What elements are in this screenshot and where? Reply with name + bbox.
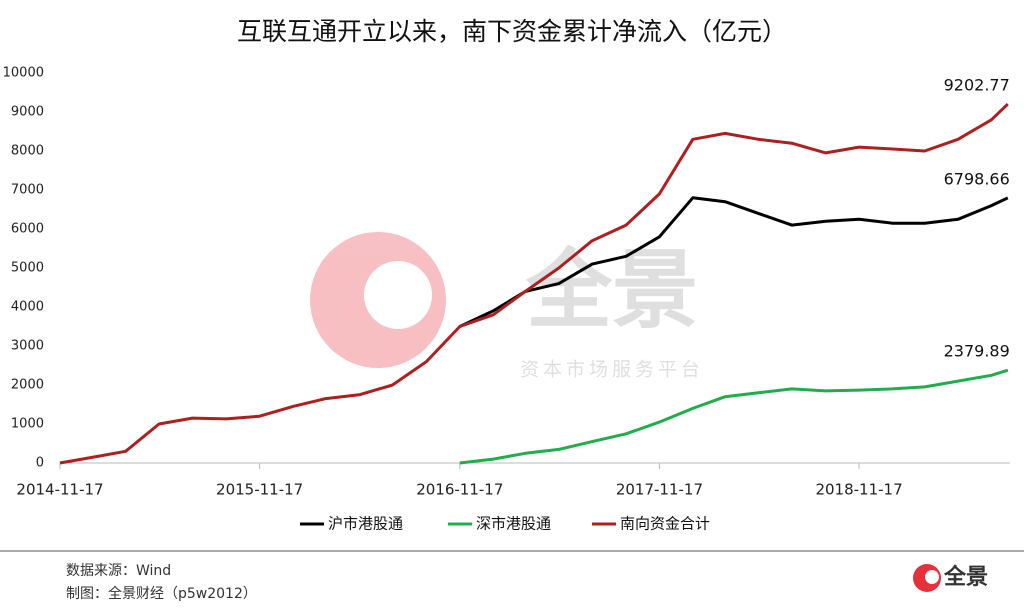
legend-label: 南向资金合计: [620, 515, 710, 533]
watermark-subtitle: 资本市场服务平台: [520, 359, 704, 381]
end-label: 6798.66: [944, 169, 1010, 188]
x-tick-label: 2018-11-17: [815, 481, 902, 499]
y-tick-label: 1000: [11, 417, 44, 432]
watermark: 全景 资本市场服务平台: [310, 232, 704, 381]
y-tick-label: 9000: [11, 105, 44, 120]
watermark-title: 全景: [525, 240, 698, 340]
end-label: 2379.89: [944, 342, 1010, 361]
logo-mark: [925, 570, 939, 584]
source: 数据来源：Wind: [66, 563, 171, 579]
x-tick-label: 2017-11-17: [616, 481, 703, 499]
chart-title: 互联互通开立以来，南下资金累计净流入（亿元）: [237, 17, 787, 46]
y-tick-label: 0: [36, 456, 44, 471]
y-tick-label: 5000: [11, 261, 44, 276]
watermark-logo: [364, 261, 432, 329]
y-tick-label: 2000: [11, 378, 44, 393]
series-line: [459, 368, 1009, 465]
logo-text: 全景: [943, 564, 988, 590]
end-label: 9202.77: [944, 76, 1010, 95]
x-tick-label: 2016-11-17: [416, 481, 503, 499]
x-tick-label: 2014-11-17: [16, 481, 103, 499]
y-tick-label: 6000: [11, 222, 44, 237]
y-tick-label: 10000: [3, 66, 44, 81]
x-tick-label: 2015-11-17: [216, 481, 303, 499]
credit: 制图：全景财经（p5w2012）: [66, 585, 257, 602]
y-tick-label: 8000: [11, 144, 44, 159]
series-line: [459, 196, 1009, 328]
y-tick-label: 3000: [11, 339, 44, 354]
legend-label: 沪市港股通: [328, 515, 403, 533]
series-line: [59, 103, 1009, 465]
watermark-logo: [310, 232, 446, 368]
legend-label: 深市港股通: [476, 515, 551, 533]
logo: 全景: [913, 564, 988, 592]
y-tick-label: 4000: [11, 300, 44, 315]
y-tick-label: 7000: [11, 183, 44, 198]
